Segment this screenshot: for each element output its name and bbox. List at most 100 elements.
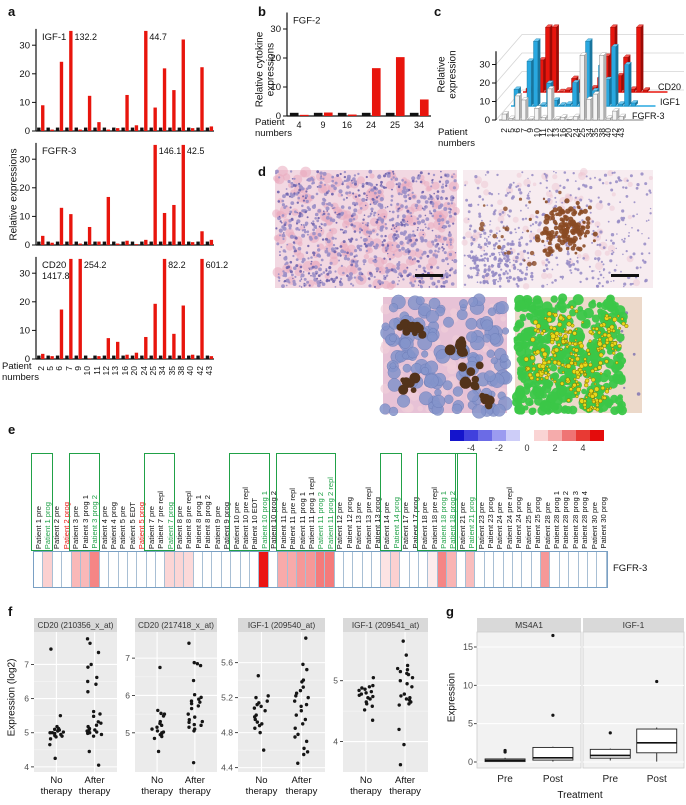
patient-number-label: 6 — [54, 366, 65, 371]
svg-text:6: 6 — [24, 694, 29, 704]
heatmap-group-box — [31, 453, 53, 551]
heatmap-cell — [259, 552, 269, 587]
svg-text:Pre: Pre — [497, 774, 513, 785]
heatmap-column-label: Patient 30 pre — [589, 501, 599, 549]
panel-b-ylabel-line1: Relative cytokine — [254, 31, 266, 108]
heatmap-cell — [99, 552, 110, 587]
colorbar-segment — [534, 430, 548, 441]
svg-text:Pre: Pre — [602, 774, 618, 785]
colorbar-segment — [478, 430, 492, 441]
svg-text:4.8: 4.8 — [221, 728, 233, 738]
svg-text:15: 15 — [463, 642, 473, 652]
scatter-igf1-209540: IGF-1 (209540_at) 4.4 4.8 5.2 5.6 — [221, 618, 325, 773]
svg-text:IGF-1: IGF-1 — [42, 32, 66, 43]
colorbar-segment — [506, 430, 520, 441]
svg-text:CD20: CD20 — [658, 82, 681, 92]
scatter-cd20-210356: CD20 (210356_x_at) 4 5 6 7 — [24, 618, 117, 772]
category-label: No therapy — [141, 775, 173, 797]
panel-b-xlabel: Patient numbers — [255, 117, 297, 139]
heatmap-cell — [372, 552, 382, 587]
panel-f-label: f — [8, 604, 13, 619]
panel-c-xlabel-line2: numbers — [438, 137, 475, 149]
heatmap-column-label: Patient 13 pre — [354, 501, 364, 549]
svg-text:20: 20 — [270, 53, 281, 64]
colorbar-segment — [450, 430, 464, 441]
svg-text:10: 10 — [19, 98, 30, 109]
heatmap-cell — [334, 552, 344, 587]
colorbar-tick-label: 4 — [580, 443, 586, 453]
svg-text:20: 20 — [19, 183, 30, 194]
heatmap-column-label: Patient 8 pre — [174, 505, 184, 549]
heatmap-cell — [465, 552, 476, 587]
panel-a-label: a — [8, 4, 16, 19]
colorbar-tick-label: -2 — [494, 443, 504, 453]
svg-text:30: 30 — [19, 268, 30, 279]
colorbar-segment — [548, 430, 562, 441]
svg-text:6: 6 — [125, 690, 130, 700]
heatmap-column-label: Patient 24 prog — [514, 497, 524, 549]
svg-text:10: 10 — [270, 82, 281, 93]
heatmap-column-label: Patient 8 prog 2 — [203, 495, 213, 549]
heatmap-cell — [296, 552, 307, 587]
heatmap-column-label: Patient 28 prog 4 — [580, 491, 590, 549]
heatmap-column-label: Patient 24 pre repl — [504, 486, 514, 549]
colorbar-segment — [520, 430, 534, 441]
heatmap-column-label: Patient 24 pre — [495, 501, 505, 549]
category-label: No therapy — [245, 775, 278, 797]
svg-text:20: 20 — [479, 78, 490, 89]
svg-text:1417.8: 1417.8 — [42, 271, 70, 281]
panel-f-ylabel: Expression (log2) — [6, 658, 18, 737]
svg-text:Post: Post — [647, 774, 667, 785]
heatmap-cell — [156, 552, 166, 587]
heatmap-group-box — [68, 453, 100, 551]
heatmap-cell — [287, 552, 297, 587]
heatmap-row — [33, 551, 608, 588]
heatmap-column-label: Patient 17 pre — [401, 501, 411, 549]
heatmap-cell — [475, 552, 485, 587]
svg-text:30: 30 — [19, 154, 30, 165]
heatmap-group-box — [228, 453, 270, 551]
panel-a-xlabel-line1: Patient — [2, 361, 32, 372]
svg-text:IGF-1 (209540_at): IGF-1 (209540_at) — [248, 621, 316, 630]
svg-text:42.5: 42.5 — [187, 146, 205, 156]
svg-text:30: 30 — [479, 60, 490, 71]
heatmap-column-label: Patient 5 EDT — [127, 501, 137, 549]
svg-text:4: 4 — [333, 737, 338, 747]
heatmap-cell — [484, 552, 495, 587]
heatmap-column-label: Patient 4 prog — [109, 501, 118, 549]
heatmap-cell — [118, 552, 128, 587]
patient-number-label: 4 — [296, 120, 302, 130]
patient-number-label: 24 — [365, 120, 377, 130]
heatmap-cell — [127, 552, 138, 587]
svg-text:601.2: 601.2 — [206, 260, 229, 270]
svg-text:20: 20 — [19, 297, 30, 308]
svg-text:44.7: 44.7 — [149, 32, 167, 42]
panel-c-xlabel: Patient numbers — [438, 127, 480, 149]
svg-text:10: 10 — [19, 212, 30, 223]
heatmap-colorbar — [450, 430, 604, 441]
heatmap-cell — [522, 552, 532, 587]
svg-text:FGFR-3: FGFR-3 — [632, 111, 665, 121]
panel-a-xlabel: Patient numbers — [2, 361, 42, 383]
heatmap-column-label: Patient 5 pre — [118, 505, 128, 549]
colorbar-segment — [562, 430, 576, 441]
heatmap-row-label: FGFR-3 — [613, 563, 648, 574]
heatmap-cell — [550, 552, 560, 587]
svg-text:MS4A1: MS4A1 — [515, 620, 543, 630]
panel-c-ylabel: Relative expression — [437, 39, 459, 111]
heatmap-cell — [512, 552, 523, 587]
category-label: No therapy — [40, 775, 73, 797]
svg-text:146.1: 146.1 — [159, 146, 182, 156]
heatmap-column-label: Patient 28 pre — [542, 501, 552, 549]
heatmap-cell — [240, 552, 250, 587]
svg-text:10: 10 — [463, 680, 473, 690]
heatmap-cell — [343, 552, 354, 587]
heatmap-cell — [146, 552, 157, 587]
svg-text:7: 7 — [24, 659, 29, 669]
heatmap-cell — [578, 552, 589, 587]
svg-text:CD20: CD20 — [42, 260, 66, 271]
micrograph-image-analysis-overlay — [512, 293, 642, 416]
svg-text:IGF-1: IGF-1 — [623, 620, 645, 630]
scatter-igf1-209541: IGF-1 (209541_at) 4 5 — [333, 618, 428, 772]
svg-text:0: 0 — [276, 111, 281, 122]
